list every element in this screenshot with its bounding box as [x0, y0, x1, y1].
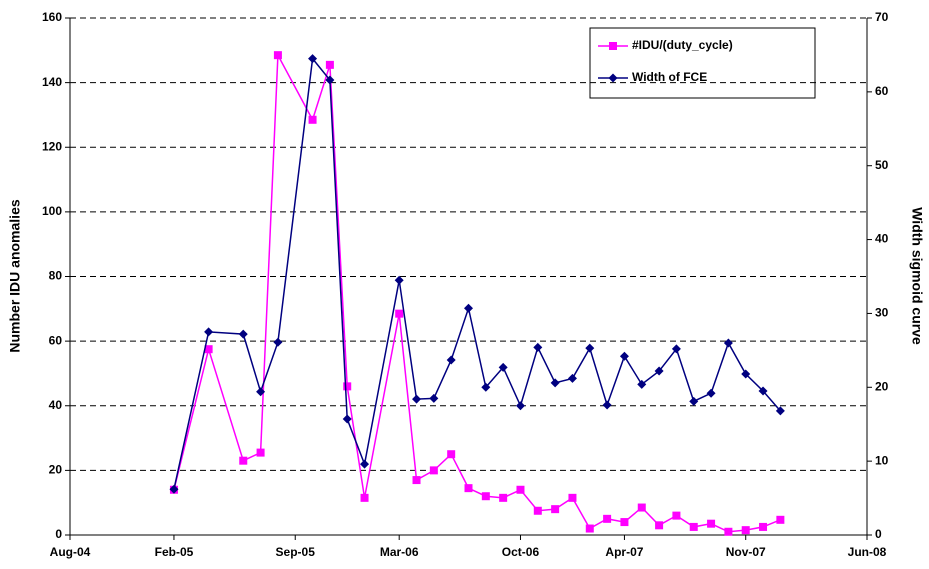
data-point	[741, 369, 751, 379]
x-tick-label: Feb-05	[155, 545, 194, 559]
data-point	[256, 387, 266, 397]
y2-tick-label: 10	[875, 453, 889, 467]
data-point	[585, 524, 594, 533]
y-tick-label: 140	[42, 75, 62, 89]
data-point	[637, 379, 647, 389]
data-point	[603, 514, 612, 523]
y2-tick-label: 20	[875, 379, 889, 393]
data-point	[481, 382, 491, 392]
data-point	[273, 51, 282, 60]
data-point	[204, 345, 213, 354]
y2-tick-label: 30	[875, 306, 889, 320]
data-point	[343, 382, 352, 391]
data-point	[273, 337, 283, 347]
data-point	[741, 526, 750, 535]
data-point	[567, 373, 577, 383]
y-tick-label: 80	[49, 269, 63, 283]
data-point	[724, 527, 733, 536]
y-tick-label: 0	[55, 527, 62, 541]
data-point	[637, 503, 646, 512]
y2-tick-label: 70	[875, 10, 889, 24]
data-point	[672, 511, 681, 520]
data-point	[620, 518, 629, 527]
data-point	[342, 414, 352, 424]
data-point	[464, 484, 473, 493]
data-point	[655, 521, 664, 530]
legend-label: #IDU/(duty_cycle)	[632, 38, 733, 52]
y2-tick-label: 60	[875, 84, 889, 98]
data-point	[619, 351, 629, 361]
data-point	[707, 519, 716, 528]
y-axis-title: Number IDU anomalies	[7, 199, 23, 352]
data-point	[498, 362, 508, 372]
data-point	[412, 476, 421, 485]
data-point	[204, 327, 214, 337]
data-point	[429, 466, 438, 475]
series-line	[173, 52, 781, 533]
data-point	[706, 388, 716, 398]
data-point	[308, 54, 318, 64]
y-tick-label: 40	[49, 398, 63, 412]
x-tick-label: Apr-07	[605, 545, 643, 559]
data-point	[550, 378, 560, 388]
data-point	[758, 386, 768, 396]
y2-axis-title: Width sigmoid curve	[909, 207, 925, 345]
legend-marker	[609, 42, 617, 50]
data-point	[533, 506, 542, 515]
data-point	[238, 329, 248, 339]
data-point	[256, 448, 265, 457]
y-tick-label: 20	[49, 463, 63, 477]
data-point	[360, 493, 369, 502]
data-point	[239, 456, 248, 465]
data-point	[447, 450, 456, 459]
legend-marker	[608, 73, 618, 83]
data-point	[499, 493, 508, 502]
data-point	[671, 344, 681, 354]
data-point	[551, 505, 560, 514]
y-tick-label: 120	[42, 139, 62, 153]
data-point	[395, 309, 404, 318]
data-point	[689, 522, 698, 531]
y2-tick-label: 40	[875, 232, 889, 246]
data-point	[602, 400, 612, 410]
y-tick-label: 160	[42, 10, 62, 24]
data-point	[723, 338, 733, 348]
x-tick-label: Sep-05	[276, 545, 316, 559]
data-point	[325, 75, 335, 85]
data-point	[169, 484, 179, 494]
data-point	[446, 355, 456, 365]
x-tick-label: Aug-04	[50, 545, 91, 559]
y-tick-label: 60	[49, 333, 63, 347]
x-tick-label: Oct-06	[502, 545, 540, 559]
data-point	[308, 115, 317, 124]
y-tick-label: 100	[42, 204, 62, 218]
data-point	[689, 396, 699, 406]
data-point	[394, 275, 404, 285]
x-tick-label: Jun-08	[848, 545, 887, 559]
data-point	[515, 401, 525, 411]
data-point	[585, 343, 595, 353]
data-point	[325, 60, 334, 69]
data-point	[654, 366, 664, 376]
y2-tick-label: 0	[875, 527, 882, 541]
data-point	[516, 485, 525, 494]
y2-tick-label: 50	[875, 158, 889, 172]
data-point	[360, 459, 370, 469]
series-line	[173, 56, 781, 490]
data-point	[533, 342, 543, 352]
legend-label: Width of FCE	[632, 70, 707, 84]
data-point	[775, 406, 785, 416]
data-point	[481, 492, 490, 501]
data-point	[759, 522, 768, 531]
x-tick-label: Nov-07	[726, 545, 766, 559]
data-point	[568, 493, 577, 502]
x-tick-label: Mar-06	[380, 545, 419, 559]
data-point	[429, 393, 439, 403]
data-point	[464, 303, 473, 313]
data-point	[776, 515, 785, 524]
legend-box	[589, 27, 816, 99]
data-point	[412, 394, 422, 404]
